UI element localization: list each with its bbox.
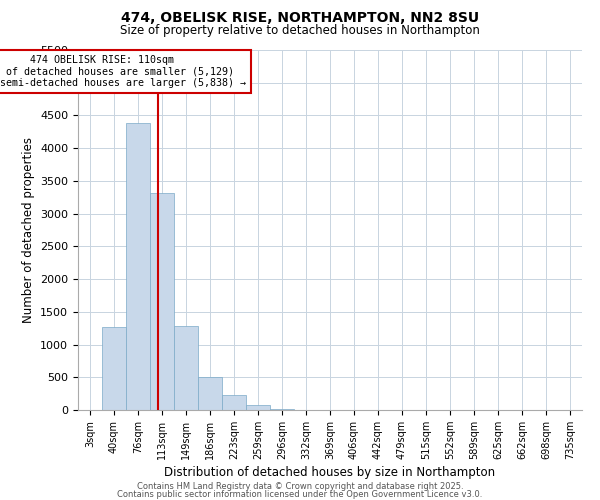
Bar (222, 395, 246, 410)
Bar (198, 378, 222, 410)
Bar (174, 326, 198, 410)
Text: Size of property relative to detached houses in Northampton: Size of property relative to detached ho… (120, 24, 480, 37)
Bar (270, 408, 294, 410)
X-axis label: Distribution of detached houses by size in Northampton: Distribution of detached houses by size … (164, 466, 496, 479)
Bar (102, 327, 126, 410)
Bar (126, 124, 150, 410)
Text: Contains HM Land Registry data © Crown copyright and database right 2025.: Contains HM Land Registry data © Crown c… (137, 482, 463, 491)
Bar (150, 194, 174, 410)
Bar (246, 405, 270, 410)
Text: 474, OBELISK RISE, NORTHAMPTON, NN2 8SU: 474, OBELISK RISE, NORTHAMPTON, NN2 8SU (121, 11, 479, 25)
Text: Contains public sector information licensed under the Open Government Licence v3: Contains public sector information licen… (118, 490, 482, 499)
Text: 474 OBELISK RISE: 110sqm
← 46% of detached houses are smaller (5,129)
53% of sem: 474 OBELISK RISE: 110sqm ← 46% of detach… (0, 55, 247, 88)
Y-axis label: Number of detached properties: Number of detached properties (22, 137, 35, 323)
